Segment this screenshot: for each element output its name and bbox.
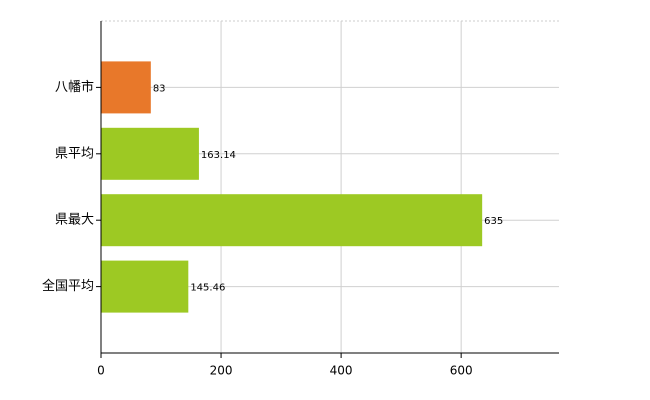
- y-tick-label: 県最大: [55, 213, 94, 228]
- value-label: 83: [153, 83, 166, 94]
- bar: [101, 127, 199, 180]
- bar: [101, 194, 483, 247]
- value-label: 163.14: [201, 150, 236, 161]
- bar: [101, 61, 151, 114]
- y-tick-label: 県平均: [55, 146, 94, 161]
- y-tick-label: 全国平均: [42, 278, 94, 294]
- y-tick-label: 八幡市: [55, 79, 94, 95]
- bar: [101, 260, 189, 313]
- x-tick-label: 600: [450, 364, 473, 378]
- x-tick-label: 200: [210, 364, 233, 378]
- x-tick-label: 400: [330, 364, 353, 378]
- x-tick-label: 0: [97, 364, 105, 378]
- value-label: 145.46: [190, 283, 225, 294]
- value-label: 635: [484, 216, 503, 227]
